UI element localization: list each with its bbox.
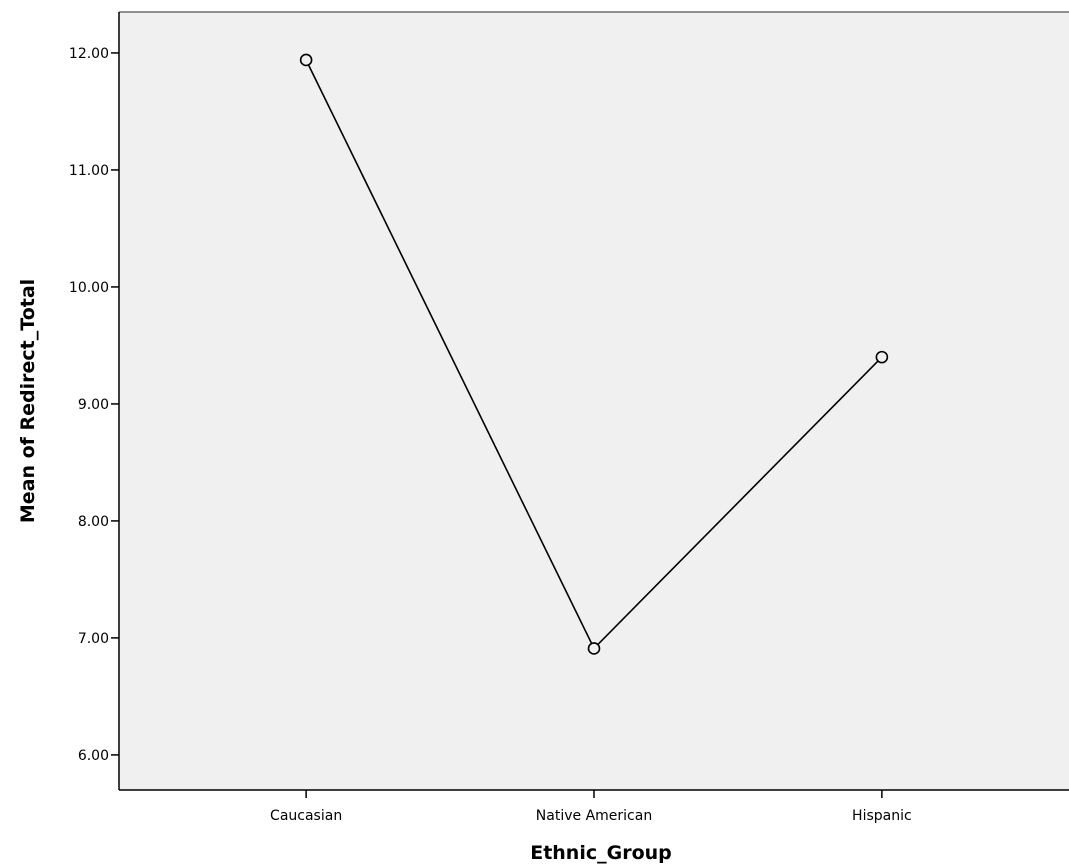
x-tick-label: Native American [536,808,652,824]
x-tick-label: Hispanic [852,808,912,824]
series-layer [299,53,889,655]
data-point-marker [875,350,889,364]
y-tick-label: 8.00 [78,514,109,530]
y-tick-label: 6.00 [78,748,109,764]
y-tick-label: 7.00 [78,631,109,647]
data-point-marker [587,642,601,655]
x-axis-title: Ethnic_Group [530,842,672,864]
y-tick-label: 9.00 [78,397,109,413]
x-ticks: Caucasian Native American Hispanic [270,790,912,824]
plot-background [119,12,1069,790]
x-tick-label: Caucasian [270,808,342,824]
data-point-marker [299,53,313,67]
y-tick-label: 12.00 [69,46,109,62]
y-ticks: 6.00 7.00 8.00 9.00 10.00 11.00 12.00 [69,46,119,764]
y-axis-title: Mean of Redirect_Total [17,279,39,523]
y-tick-label: 10.00 [69,280,109,296]
y-tick-label: 11.00 [69,163,109,179]
